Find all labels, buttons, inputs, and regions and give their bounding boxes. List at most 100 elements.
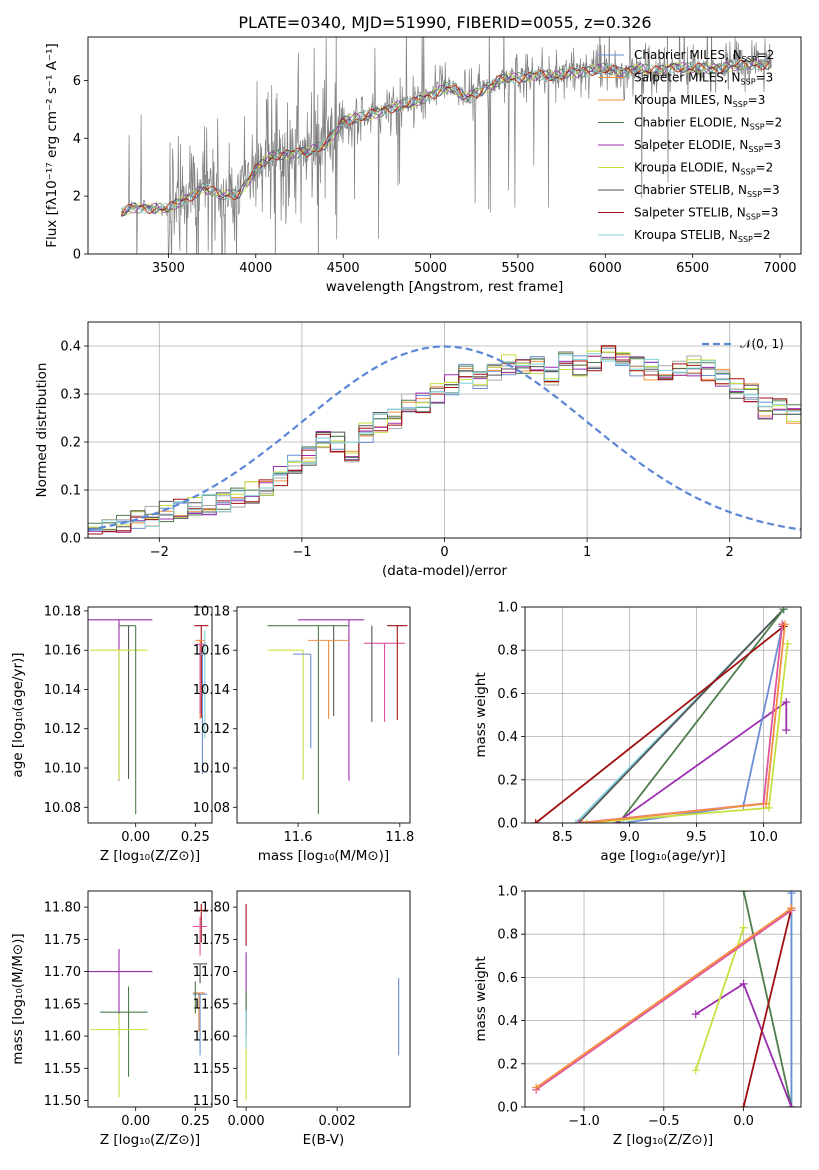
age-vs-mass-xtick-label: 11.6: [284, 830, 313, 845]
massweight-vs-age-ytick-label: 0.0: [497, 817, 518, 832]
massweight-line-8: [535, 907, 792, 1089]
legend-tail: =3: [762, 183, 780, 197]
massweight-vs-age-ylabel: mass weight: [473, 672, 489, 757]
spectrum-ylabel: Flux [fλ10⁻¹⁷ erg cm⁻² s⁻¹ A⁻¹]: [44, 43, 60, 248]
massweight-vs-Z-frame: [524, 890, 802, 1108]
histogram-step-9: [88, 353, 801, 531]
mass-vs-EBV-xtick-label: 0.000: [227, 1114, 264, 1129]
legend-label: 𝒩(0, 1): [740, 337, 784, 351]
histogram-step-8: [88, 345, 801, 535]
residuals-ytick-label: 0.1: [60, 484, 81, 499]
errorbar-point: [194, 903, 209, 943]
mass-vs-EBV-ytick-label: 11.50: [193, 1094, 230, 1109]
spectrum-ytick-label: 6: [73, 74, 81, 89]
massweight-vs-Z-axes: −1.0 −0.5 0.0 0.0 0.2 0.4 0.6 0.8 1.0 Z [log₁₀(Z/…: [473, 885, 802, 1148]
legend-entry: Chabrier STELIB, NSSP=3: [598, 183, 780, 199]
massweight-vs-Z-plot-area: [525, 891, 801, 1107]
spectrum-legend: Chabrier MILES, NSSP=2 Salpeter MILES, NS…: [598, 48, 782, 244]
massweight-marker: [783, 639, 792, 648]
massweight-marker: [691, 1066, 700, 1075]
mass-vs-EBV-axes: 0.000 0.002 11.50 11.55 11.60 11.65 11.70 11.75…: [193, 890, 411, 1148]
histogram-step-7: [88, 345, 801, 531]
spectrum-xtick-label: 6500: [676, 261, 709, 276]
age-vs-Z-ylabel: age [log₁₀(age/yr)]: [10, 652, 26, 777]
residuals-xtick-label: −1: [292, 545, 311, 560]
legend-entry: Salpeter MILES, NSSP=3: [598, 71, 773, 87]
massweight-line-3: [618, 608, 785, 823]
mass-vs-Z-ytick-label: 11.60: [44, 1030, 81, 1045]
massweight-line-6: [535, 625, 785, 823]
massweight-vs-Z-xtick-label: −0.5: [648, 1114, 680, 1129]
spectrum-xlabel: wavelength [Angstrom, rest frame]: [326, 279, 564, 295]
age-vs-Z-ytick-label: 10.08: [44, 801, 81, 816]
massweight-marker: [780, 620, 789, 629]
massweight-vs-age-xtick-label: 8.5: [552, 830, 573, 845]
legend-label: Kroupa ELODIE, NSSP=2: [634, 161, 773, 177]
massweight-vs-Z-ylabel: mass weight: [473, 956, 489, 1041]
mass-vs-EBV-frame: [236, 890, 411, 1108]
legend-entry: Salpeter ELODIE, NSSP=3: [598, 138, 781, 154]
massweight-vs-age-ytick-label: 0.2: [497, 773, 518, 788]
age-vs-mass-plot-area: [267, 619, 408, 815]
mass-vs-EBV-plot-area: [245, 903, 400, 1101]
mass-vs-EBV-ytick-label: 11.60: [193, 1030, 230, 1045]
legend-tail: =3: [756, 71, 774, 85]
mass-vs-EBV-ytick-label: 11.75: [193, 933, 230, 948]
massweight-line-7: [535, 909, 792, 1091]
legend-tail: =3: [763, 138, 781, 152]
age-vs-mass-ytick-label: 10.12: [193, 722, 230, 737]
errorbar-point: [308, 639, 349, 719]
massweight-vs-age-frame: [524, 606, 802, 824]
spectrum-xtick-label: 4500: [327, 261, 360, 276]
errorbar-point: [298, 619, 365, 781]
massweight-vs-age-xtick-label: 10.0: [749, 830, 778, 845]
massweight-vs-Z-xtick-label: 0.0: [733, 1114, 754, 1129]
mass-vs-EBV-xtick-label: 0.002: [319, 1114, 356, 1129]
legend-label: Kroupa STELIB, NSSP=2: [634, 228, 771, 244]
mass-vs-Z-ytick-label: 11.75: [44, 933, 81, 948]
residuals-frame: [87, 321, 802, 539]
age-vs-mass-xtick-label: 11.8: [385, 830, 414, 845]
mass-vs-EBV-ytick-label: 11.80: [193, 901, 230, 916]
mass-vs-Z-xlabel: Z [log₁₀(Z/Z⊙)]: [100, 1132, 200, 1148]
legend-subscript: SSP: [746, 213, 761, 222]
errorbar-point: [387, 625, 408, 720]
massweight-marker: [691, 1010, 700, 1019]
legend-tail: =2: [765, 116, 783, 130]
spectrum-ytick-label: 0: [73, 248, 81, 263]
legend-label: Chabrier MILES, NSSP=2: [634, 48, 774, 64]
massweight-vs-age-xtick-label: 9.5: [686, 830, 707, 845]
massweight-vs-Z-ytick-label: 0.6: [497, 971, 518, 986]
mass-vs-Z-frame: [87, 890, 213, 1108]
errorbar-point: [267, 625, 349, 815]
age-vs-mass-frame: [236, 606, 411, 824]
residuals-ylabel: Normed distribution: [34, 363, 50, 498]
spectrum-ytick-label: 2: [73, 190, 81, 205]
residuals-ytick-label: 0.0: [60, 532, 81, 547]
residuals-ytick-label: 0.4: [60, 340, 81, 355]
massweight-vs-Z-xlabel: Z [log₁₀(Z/Z⊙)]: [613, 1132, 713, 1148]
massweight-marker: [787, 891, 796, 898]
age-vs-Z-xtick-label: 0.25: [181, 830, 210, 845]
errorbar-point: [99, 986, 148, 1077]
massweight-vs-age-plot-area: [525, 607, 801, 823]
residuals-xtick-label: 1: [583, 545, 591, 560]
residuals-xtick-label: 0: [440, 545, 448, 560]
model-spectrum-line-4: [120, 59, 772, 214]
massweight-marker: [787, 1103, 796, 1107]
spectrum-frame: [87, 36, 802, 255]
spectrum-axes: 3500 4000 4500 5000 5500 6000 6500 7000 0 2 4 6 wave…: [44, 36, 802, 295]
massweight-vs-age-xtick-label: 9.0: [619, 830, 640, 845]
age-vs-Z-ytick-label: 10.12: [44, 722, 81, 737]
massweight-vs-Z-ytick-label: 0.0: [497, 1101, 518, 1116]
spectrum-xtick-label: 5000: [414, 261, 447, 276]
legend-entry: Kroupa ELODIE, NSSP=2: [598, 161, 773, 177]
legend-tail: =3: [761, 206, 779, 220]
massweight-vs-age-xlabel: age [log₁₀(age/yr)]: [600, 848, 725, 864]
legend-subscript: SSP: [741, 78, 756, 87]
spectrum-xtick-label: 5500: [501, 261, 534, 276]
mass-vs-Z-axes: 0.00 0.25 11.50 11.55 11.60 11.65 11.70 11.75 11…: [10, 890, 213, 1148]
massweight-marker: [531, 819, 540, 823]
legend-label: Salpeter STELIB, NSSP=3: [634, 206, 778, 222]
errorbar-point: [192, 916, 208, 956]
